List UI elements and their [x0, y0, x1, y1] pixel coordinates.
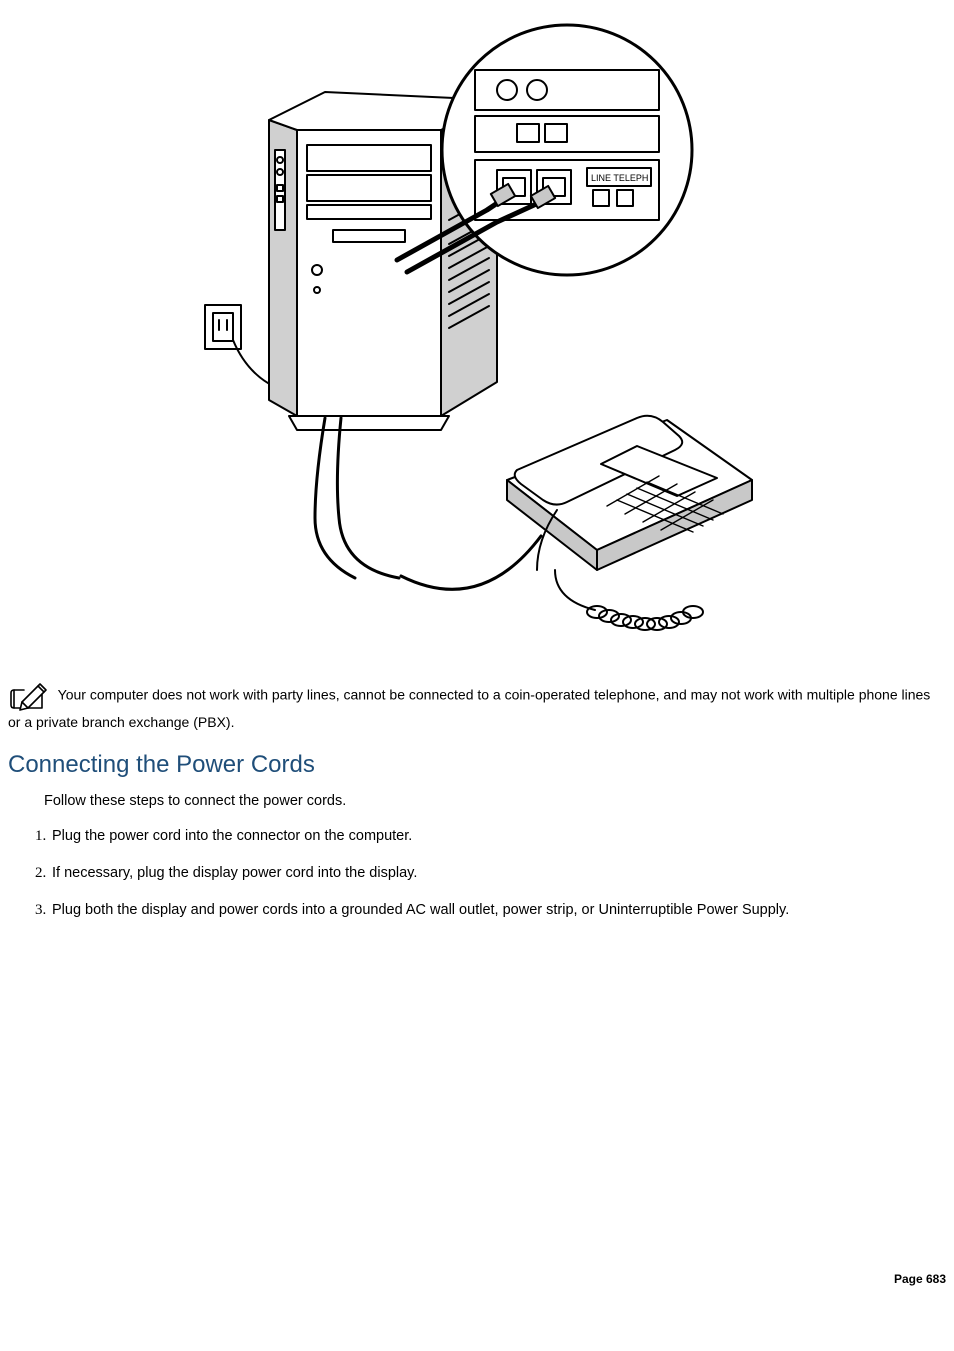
- telephone-icon: [507, 416, 752, 630]
- note-text: Your computer does not work with party l…: [8, 687, 930, 730]
- section-heading: Connecting the Power Cords: [8, 751, 946, 779]
- section-intro: Follow these steps to connect the power …: [44, 793, 946, 809]
- svg-text:LINE TELEPH: LINE TELEPH: [591, 173, 648, 183]
- modem-cables: [315, 418, 399, 578]
- pencil-note-icon: [8, 680, 52, 712]
- phone-coil: [587, 606, 703, 630]
- wall-outlet-icon: [205, 305, 277, 388]
- diagram-container: LINE TELEPH: [8, 10, 946, 650]
- note-paragraph: Your computer does not work with party l…: [8, 680, 946, 733]
- list-item: If necessary, plug the display power cor…: [50, 862, 946, 885]
- connection-diagram: LINE TELEPH: [197, 10, 757, 650]
- list-item: Plug the power cord into the connector o…: [50, 825, 946, 848]
- modem-port-callout: LINE TELEPH: [397, 25, 692, 275]
- page-number: Page 683: [894, 1272, 946, 1286]
- manual-page: LINE TELEPH: [0, 0, 954, 1300]
- steps-list: Plug the power cord into the connector o…: [32, 825, 946, 921]
- list-item: Plug both the display and power cords in…: [50, 899, 946, 922]
